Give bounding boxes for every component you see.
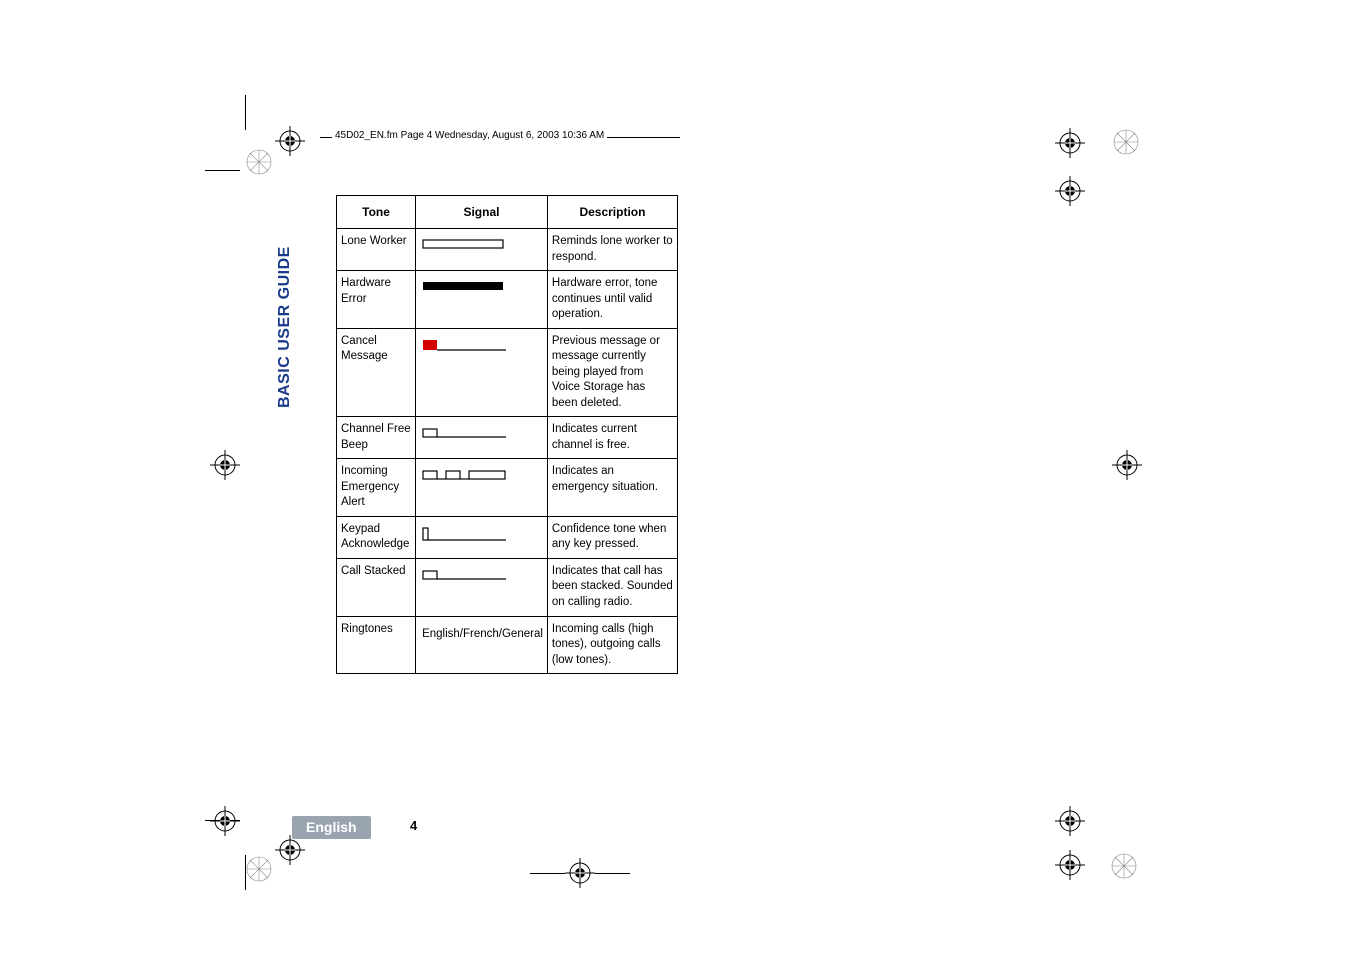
cell-tone: Cancel Message: [337, 328, 416, 417]
footer-page-number: 4: [410, 818, 417, 833]
cell-signal: [416, 558, 548, 616]
cell-signal: English/French/General: [416, 616, 548, 674]
cell-description: Previous message or message currently be…: [547, 328, 677, 417]
cell-signal: [416, 328, 548, 417]
header-tone: Tone: [337, 196, 416, 229]
star-mark-icon: [1112, 128, 1140, 156]
table-row: Keypad Acknowledge Confidence tone when a…: [337, 516, 678, 558]
section-tab: BASIC USER GUIDE: [276, 220, 300, 440]
reg-mark-icon: [210, 806, 240, 836]
cell-signal: [416, 271, 548, 329]
header-signal: Signal: [416, 196, 548, 229]
cell-tone: Keypad Acknowledge: [337, 516, 416, 558]
reg-mark-icon: [275, 835, 305, 865]
cell-tone: Incoming Emergency Alert: [337, 459, 416, 517]
header-description: Description: [547, 196, 677, 229]
reg-mark-icon: [1055, 128, 1085, 158]
cell-signal: [416, 459, 548, 517]
reg-mark-icon: [565, 858, 595, 888]
cell-tone: Hardware Error: [337, 271, 416, 329]
cell-description: Incoming calls (high tones), outgoing ca…: [547, 616, 677, 674]
star-mark-icon: [1110, 852, 1138, 880]
reg-mark-icon: [1112, 450, 1142, 480]
table-header-row: Tone Signal Description: [337, 196, 678, 229]
table-row: Lone Worker Reminds lone worker to respon…: [337, 229, 678, 271]
table-row: Incoming Emergency Alert Indicates an eme…: [337, 459, 678, 517]
cell-tone: Channel Free Beep: [337, 417, 416, 459]
tone-table: Tone Signal Description Lone Worker Remin…: [336, 195, 678, 674]
cell-tone: Call Stacked: [337, 558, 416, 616]
reg-mark-icon: [1055, 850, 1085, 880]
cell-description: Confidence tone when any key pressed.: [547, 516, 677, 558]
tone-table-container: Tone Signal Description Lone Worker Remin…: [336, 195, 678, 674]
cell-signal: [416, 229, 548, 271]
cell-tone: Lone Worker: [337, 229, 416, 271]
table-row: Call Stacked Indicates that call has been…: [337, 558, 678, 616]
reg-mark-icon: [1055, 176, 1085, 206]
footer-language: English: [292, 816, 371, 839]
star-mark-icon: [245, 855, 273, 883]
cell-description: Hardware error, tone continues until val…: [547, 271, 677, 329]
cell-description: Indicates that call has been stacked. So…: [547, 558, 677, 616]
cell-signal: [416, 516, 548, 558]
cell-description: Reminds lone worker to respond.: [547, 229, 677, 271]
star-mark-icon: [245, 148, 273, 176]
reg-mark-icon: [1055, 806, 1085, 836]
cell-description: Indicates current channel is free.: [547, 417, 677, 459]
reg-mark-icon: [210, 450, 240, 480]
table-row: RingtonesEnglish/French/GeneralIncoming …: [337, 616, 678, 674]
reg-mark-icon: [275, 126, 305, 156]
table-row: Hardware Error Hardware error, tone conti…: [337, 271, 678, 329]
cell-description: Indicates an emergency situation.: [547, 459, 677, 517]
table-row: Cancel Message Previous message or messag…: [337, 328, 678, 417]
cell-tone: Ringtones: [337, 616, 416, 674]
table-row: Channel Free Beep Indicates current chann…: [337, 417, 678, 459]
header-filename: 45D02_EN.fm Page 4 Wednesday, August 6, …: [332, 130, 607, 141]
cell-signal: [416, 417, 548, 459]
